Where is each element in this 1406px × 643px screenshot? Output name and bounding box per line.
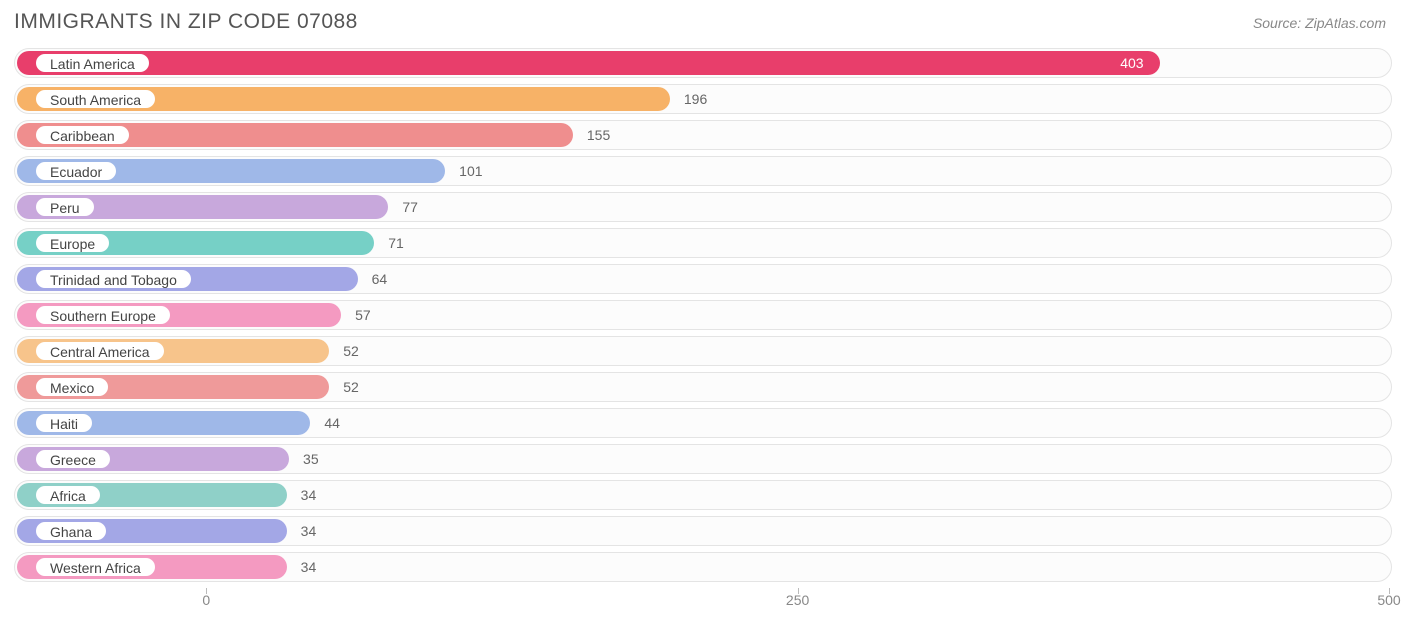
- bar-value: 44: [324, 408, 340, 438]
- bar-row: Western Africa 34: [14, 552, 1392, 582]
- bar-value: 155: [587, 120, 610, 150]
- bar-row: Mexico 52: [14, 372, 1392, 402]
- bar-row: South America 196: [14, 84, 1392, 114]
- bar-row: Southern Europe 57: [14, 300, 1392, 330]
- bar-row: Latin America 403: [14, 48, 1392, 78]
- bar-value: 34: [301, 480, 317, 510]
- source-attribution: Source: ZipAtlas.com: [1253, 15, 1392, 31]
- bar-row: Ghana 34: [14, 516, 1392, 546]
- bar-label-pill: Mexico: [34, 376, 110, 398]
- bar-label-pill: Trinidad and Tobago: [34, 268, 193, 290]
- bar-value: 52: [343, 336, 359, 366]
- axis-tick-label: 500: [1377, 592, 1400, 608]
- bar-value: 77: [402, 192, 418, 222]
- x-axis: 0250500: [14, 588, 1392, 610]
- bar-row: Central America 52: [14, 336, 1392, 366]
- bar-label-pill: Southern Europe: [34, 304, 172, 326]
- bar-row: Europe 71: [14, 228, 1392, 258]
- bar-value: 57: [355, 300, 371, 330]
- bar-fill: [17, 51, 1160, 75]
- bar-row: Haiti 44: [14, 408, 1392, 438]
- immigrants-bar-chart: Latin America 403 South America 196 Caribbea…: [14, 48, 1392, 610]
- bar-label-pill: Central America: [34, 340, 166, 362]
- bar-value: 35: [303, 444, 319, 474]
- bar-value: 403: [1120, 48, 1143, 78]
- bar-label-pill: Africa: [34, 484, 102, 506]
- bar-value: 71: [388, 228, 404, 258]
- bar-label-pill: Latin America: [34, 52, 151, 74]
- bar-label-pill: Haiti: [34, 412, 94, 434]
- bar-value: 52: [343, 372, 359, 402]
- bar-label-pill: Western Africa: [34, 556, 157, 578]
- bar-label-pill: Caribbean: [34, 124, 131, 146]
- bar-row: Africa 34: [14, 480, 1392, 510]
- bar-label-pill: Ghana: [34, 520, 108, 542]
- bar-row: Peru 77: [14, 192, 1392, 222]
- bar-label-pill: Europe: [34, 232, 111, 254]
- bar-row: Trinidad and Tobago 64: [14, 264, 1392, 294]
- bar-label-pill: Ecuador: [34, 160, 118, 182]
- axis-tick-label: 0: [202, 592, 210, 608]
- bar-label-pill: Peru: [34, 196, 96, 218]
- chart-title: IMMIGRANTS IN ZIP CODE 07088: [14, 10, 358, 34]
- bar-label-pill: South America: [34, 88, 157, 110]
- bar-row: Caribbean 155: [14, 120, 1392, 150]
- bar-row: Ecuador 101: [14, 156, 1392, 186]
- bar-value: 64: [372, 264, 388, 294]
- bar-value: 34: [301, 516, 317, 546]
- bar-label-pill: Greece: [34, 448, 112, 470]
- bar-value: 196: [684, 84, 707, 114]
- bar-value: 101: [459, 156, 482, 186]
- bar-value: 34: [301, 552, 317, 582]
- bar-row: Greece 35: [14, 444, 1392, 474]
- axis-tick-label: 250: [786, 592, 809, 608]
